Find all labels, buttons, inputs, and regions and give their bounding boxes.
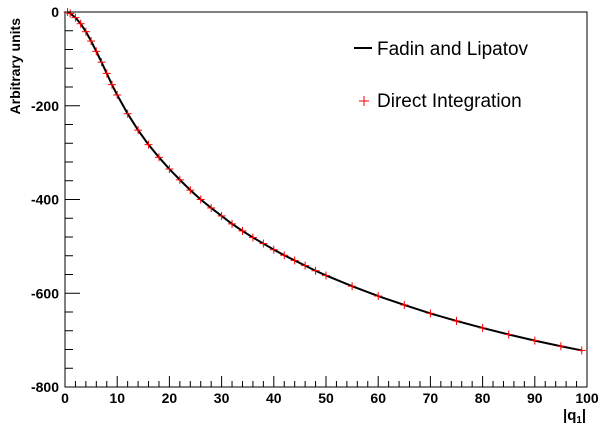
x-tick-label: 90 xyxy=(527,390,543,406)
y-tick-label: -400 xyxy=(31,192,59,208)
legend-marker-swatch xyxy=(359,96,369,106)
data-point-direct-integration xyxy=(81,27,90,36)
data-point-direct-integration xyxy=(452,316,461,325)
data-point-direct-integration xyxy=(400,300,409,309)
data-point-direct-integration xyxy=(504,330,513,339)
data-point-direct-integration xyxy=(301,261,310,270)
data-point-direct-integration xyxy=(259,239,268,248)
x-tick-label: 40 xyxy=(266,390,282,406)
data-point-direct-integration xyxy=(134,126,143,135)
y-tick-label: -600 xyxy=(31,285,59,301)
x-tick-label: 60 xyxy=(370,390,386,406)
data-point-direct-integration xyxy=(280,251,289,260)
series-line-fadin-lipatov xyxy=(67,11,582,352)
y-tick-label: -800 xyxy=(31,379,59,395)
plot-frame xyxy=(64,11,588,388)
x-axis: 0 10 20 30 40 50 60 70 80 90 100 xyxy=(61,376,599,406)
x-tick-label: 0 xyxy=(61,390,69,406)
data-point-direct-integration xyxy=(87,37,96,46)
data-point-direct-integration xyxy=(97,58,106,67)
data-point-direct-integration xyxy=(66,9,75,18)
x-axis-label: |q1| xyxy=(563,407,586,425)
data-point-direct-integration xyxy=(374,292,383,301)
data-point-direct-integration xyxy=(530,336,539,345)
data-point-direct-integration xyxy=(238,226,247,235)
x-tick-label: 50 xyxy=(318,390,334,406)
data-point-direct-integration xyxy=(228,219,237,228)
data-point-direct-integration xyxy=(248,233,257,242)
data-point-direct-integration xyxy=(426,309,435,318)
y-axis: -800 -600 -400 -200 0 xyxy=(31,4,80,395)
data-point-direct-integration xyxy=(175,175,184,184)
data-point-direct-integration xyxy=(144,140,153,149)
y-tick-label: -200 xyxy=(31,98,59,114)
data-point-direct-integration xyxy=(207,203,216,212)
data-point-direct-integration xyxy=(322,271,330,280)
data-point-direct-integration xyxy=(217,211,226,220)
legend: Fadin and Lipatov Direct Integration xyxy=(354,39,529,112)
data-point-direct-integration xyxy=(311,266,320,275)
data-point-direct-integration xyxy=(102,69,111,78)
y-tick-label: 0 xyxy=(51,4,59,20)
legend-label-fadin-lipatov: Fadin and Lipatov xyxy=(377,39,529,60)
y-axis-label: Arbitrary units xyxy=(7,18,23,115)
data-point-direct-integration xyxy=(154,153,163,162)
x-tick-label: 100 xyxy=(575,390,599,406)
data-point-direct-integration xyxy=(123,109,132,118)
data-point-direct-integration xyxy=(478,323,487,332)
data-point-direct-integration xyxy=(107,80,116,89)
data-point-direct-integration xyxy=(269,245,278,254)
data-point-direct-integration xyxy=(113,90,122,99)
x-tick-label: 30 xyxy=(214,390,230,406)
x-tick-label: 20 xyxy=(162,390,178,406)
data-point-direct-integration xyxy=(186,186,195,195)
legend-label-direct-integration: Direct Integration xyxy=(377,91,522,112)
x-tick-label: 80 xyxy=(475,390,491,406)
data-point-direct-integration xyxy=(196,195,205,204)
data-point-direct-integration xyxy=(348,282,357,291)
x-tick-label: 10 xyxy=(109,390,125,406)
data-point-direct-integration xyxy=(165,165,174,174)
data-point-direct-integration xyxy=(71,13,80,22)
x-tick-label: 70 xyxy=(423,390,439,406)
data-point-direct-integration xyxy=(290,256,299,265)
data-point-direct-integration xyxy=(92,47,101,56)
data-point-direct-integration xyxy=(577,346,586,355)
data-point-direct-integration xyxy=(76,19,85,28)
data-point-direct-integration xyxy=(556,342,565,351)
